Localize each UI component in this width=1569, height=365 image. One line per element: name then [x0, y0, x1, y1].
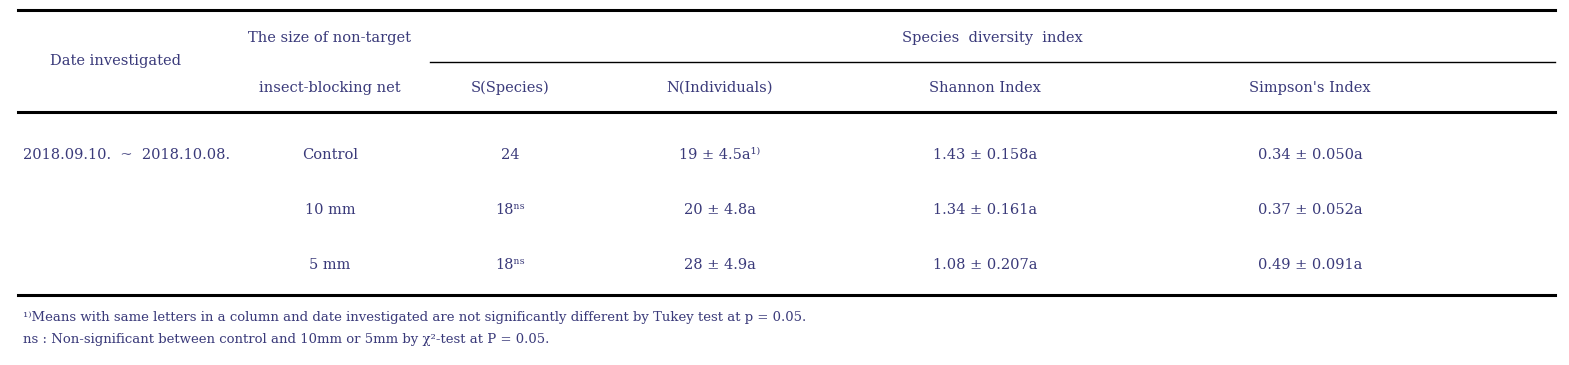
Text: 0.37 ± 0.052a: 0.37 ± 0.052a	[1258, 203, 1362, 217]
Text: Shannon Index: Shannon Index	[929, 81, 1040, 95]
Text: 28 ± 4.9a: 28 ± 4.9a	[684, 258, 756, 272]
Text: Species  diversity  index: Species diversity index	[902, 31, 1083, 45]
Text: Control: Control	[301, 148, 358, 162]
Text: ns : Non-significant between control and 10mm or 5mm by χ²-test at P = 0.05.: ns : Non-significant between control and…	[24, 334, 549, 346]
Text: 1.08 ± 0.207a: 1.08 ± 0.207a	[932, 258, 1037, 272]
Text: 1.43 ± 0.158a: 1.43 ± 0.158a	[934, 148, 1037, 162]
Text: S(Species): S(Species)	[471, 81, 549, 95]
Text: insect-blocking net: insect-blocking net	[259, 81, 400, 95]
Text: 20 ± 4.8a: 20 ± 4.8a	[684, 203, 756, 217]
Text: The size of non-target: The size of non-target	[248, 31, 411, 45]
Text: N(Individuals): N(Individuals)	[667, 81, 774, 95]
Text: 10 mm: 10 mm	[304, 203, 355, 217]
Text: 19 ± 4.5a¹⁾: 19 ± 4.5a¹⁾	[679, 148, 761, 162]
Text: Date investigated: Date investigated	[50, 54, 180, 68]
Text: 5 mm: 5 mm	[309, 258, 351, 272]
Text: 18ⁿˢ: 18ⁿˢ	[496, 258, 526, 272]
Text: 24: 24	[501, 148, 519, 162]
Text: 18ⁿˢ: 18ⁿˢ	[496, 203, 526, 217]
Text: 0.34 ± 0.050a: 0.34 ± 0.050a	[1258, 148, 1362, 162]
Text: Simpson's Index: Simpson's Index	[1249, 81, 1371, 95]
Text: ¹⁾Means with same letters in a column and date investigated are not significantl: ¹⁾Means with same letters in a column an…	[24, 311, 806, 324]
Text: 1.34 ± 0.161a: 1.34 ± 0.161a	[934, 203, 1037, 217]
Text: 2018.09.10.  ~  2018.10.08.: 2018.09.10. ~ 2018.10.08.	[24, 148, 231, 162]
Text: 0.49 ± 0.091a: 0.49 ± 0.091a	[1258, 258, 1362, 272]
